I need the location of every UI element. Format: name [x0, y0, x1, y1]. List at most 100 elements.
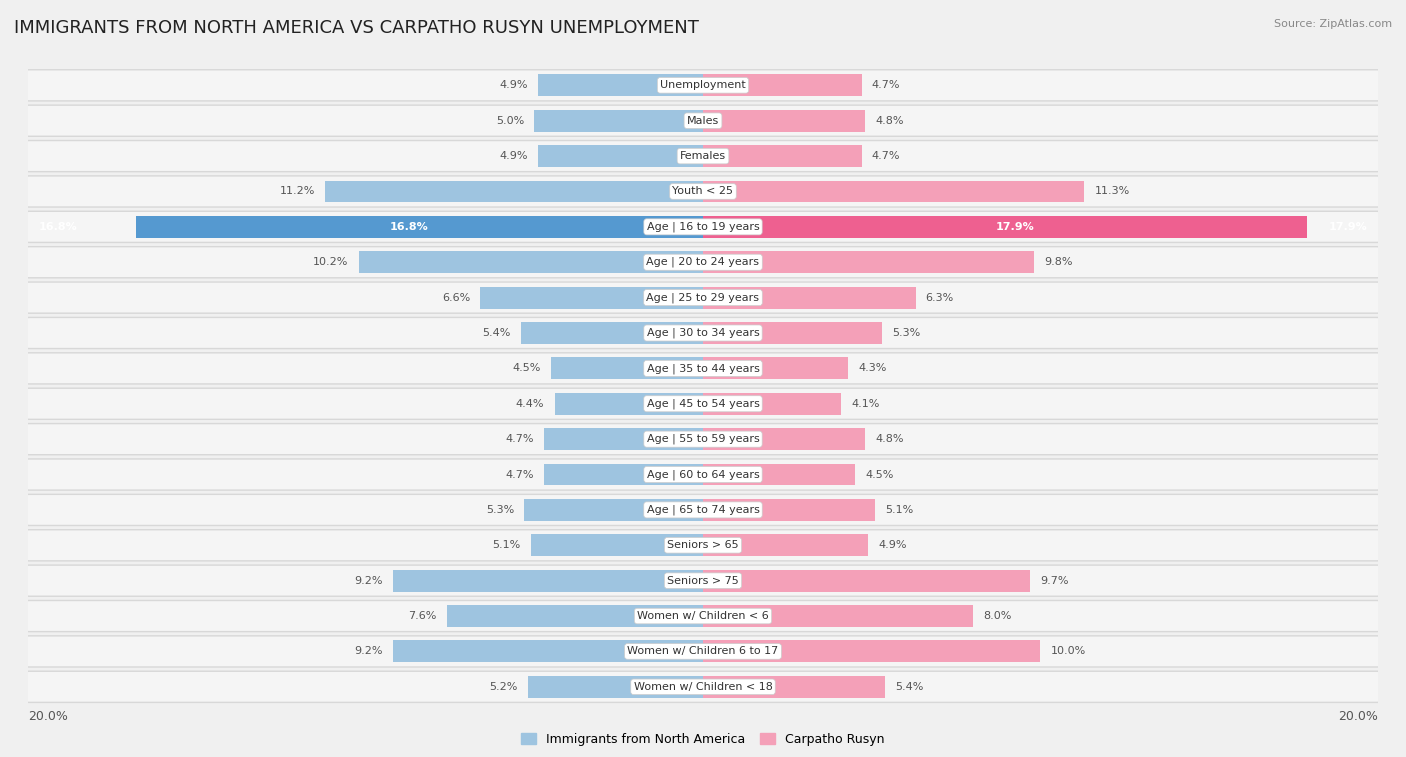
Bar	[703, 463, 855, 485]
FancyBboxPatch shape	[18, 495, 1388, 525]
Bar	[359, 251, 703, 273]
Text: 8.0%: 8.0%	[983, 611, 1011, 621]
Bar	[703, 676, 886, 698]
Text: 9.2%: 9.2%	[354, 575, 382, 586]
Legend: Immigrants from North America, Carpatho Rusyn: Immigrants from North America, Carpatho …	[516, 728, 890, 751]
FancyBboxPatch shape	[11, 494, 1395, 526]
Text: 17.9%: 17.9%	[995, 222, 1035, 232]
Text: 16.8%: 16.8%	[389, 222, 429, 232]
FancyBboxPatch shape	[11, 600, 1395, 632]
Text: Women w/ Children < 6: Women w/ Children < 6	[637, 611, 769, 621]
Bar	[392, 640, 703, 662]
FancyBboxPatch shape	[11, 282, 1395, 314]
FancyBboxPatch shape	[11, 423, 1395, 456]
Text: 4.4%: 4.4%	[516, 399, 544, 409]
Text: Age | 55 to 59 years: Age | 55 to 59 years	[647, 434, 759, 444]
Bar	[703, 499, 875, 521]
Text: 4.7%: 4.7%	[872, 151, 900, 161]
FancyBboxPatch shape	[18, 283, 1388, 313]
Text: 4.7%: 4.7%	[872, 80, 900, 90]
Bar	[703, 393, 841, 415]
Text: 9.2%: 9.2%	[354, 646, 382, 656]
FancyBboxPatch shape	[18, 354, 1388, 383]
Text: Age | 25 to 29 years: Age | 25 to 29 years	[647, 292, 759, 303]
Bar	[703, 570, 1031, 592]
Text: 11.3%: 11.3%	[1094, 186, 1129, 197]
FancyBboxPatch shape	[11, 246, 1395, 279]
Text: Age | 30 to 34 years: Age | 30 to 34 years	[647, 328, 759, 338]
FancyBboxPatch shape	[11, 140, 1395, 173]
FancyBboxPatch shape	[11, 388, 1395, 420]
FancyBboxPatch shape	[11, 210, 1395, 243]
Text: Age | 65 to 74 years: Age | 65 to 74 years	[647, 505, 759, 516]
Text: 7.6%: 7.6%	[408, 611, 436, 621]
Bar	[136, 216, 703, 238]
FancyBboxPatch shape	[11, 104, 1395, 137]
FancyBboxPatch shape	[18, 142, 1388, 171]
FancyBboxPatch shape	[18, 389, 1388, 419]
FancyBboxPatch shape	[18, 531, 1388, 560]
Bar	[537, 145, 703, 167]
Text: 11.2%: 11.2%	[280, 186, 315, 197]
FancyBboxPatch shape	[11, 529, 1395, 562]
Text: 6.6%: 6.6%	[441, 293, 470, 303]
Text: 4.7%: 4.7%	[506, 435, 534, 444]
Text: Age | 20 to 24 years: Age | 20 to 24 years	[647, 257, 759, 267]
Text: Males: Males	[688, 116, 718, 126]
Text: 5.4%: 5.4%	[896, 682, 924, 692]
Text: 16.8%: 16.8%	[38, 222, 77, 232]
Text: 5.3%: 5.3%	[486, 505, 515, 515]
FancyBboxPatch shape	[18, 459, 1388, 489]
Text: Age | 16 to 19 years: Age | 16 to 19 years	[647, 222, 759, 232]
Bar	[447, 605, 703, 627]
Bar	[703, 534, 869, 556]
Text: 9.8%: 9.8%	[1043, 257, 1073, 267]
Text: Age | 35 to 44 years: Age | 35 to 44 years	[647, 363, 759, 374]
Bar	[325, 180, 703, 202]
Bar	[551, 357, 703, 379]
Bar	[703, 110, 865, 132]
FancyBboxPatch shape	[18, 565, 1388, 596]
Text: Age | 45 to 54 years: Age | 45 to 54 years	[647, 398, 759, 409]
Bar	[703, 640, 1040, 662]
Text: 5.2%: 5.2%	[489, 682, 517, 692]
Bar	[703, 605, 973, 627]
Text: 4.8%: 4.8%	[875, 116, 904, 126]
Bar	[520, 322, 703, 344]
Text: 4.8%: 4.8%	[875, 435, 904, 444]
Text: 4.1%: 4.1%	[852, 399, 880, 409]
FancyBboxPatch shape	[18, 70, 1388, 100]
Text: 5.1%: 5.1%	[492, 540, 520, 550]
Text: 9.7%: 9.7%	[1040, 575, 1069, 586]
Text: Youth < 25: Youth < 25	[672, 186, 734, 197]
Bar	[703, 180, 1084, 202]
FancyBboxPatch shape	[18, 176, 1388, 207]
FancyBboxPatch shape	[11, 316, 1395, 349]
Text: 5.1%: 5.1%	[886, 505, 914, 515]
Text: 5.3%: 5.3%	[891, 328, 920, 338]
FancyBboxPatch shape	[18, 248, 1388, 277]
FancyBboxPatch shape	[18, 601, 1388, 631]
FancyBboxPatch shape	[18, 672, 1388, 702]
Text: Women w/ Children < 18: Women w/ Children < 18	[634, 682, 772, 692]
Bar	[481, 287, 703, 309]
Bar	[703, 216, 1308, 238]
FancyBboxPatch shape	[18, 318, 1388, 348]
Text: Unemployment: Unemployment	[661, 80, 745, 90]
Text: 4.9%: 4.9%	[499, 151, 527, 161]
FancyBboxPatch shape	[18, 637, 1388, 666]
Text: 4.9%: 4.9%	[499, 80, 527, 90]
Bar	[534, 110, 703, 132]
Text: 4.5%: 4.5%	[513, 363, 541, 373]
Text: Females: Females	[681, 151, 725, 161]
Bar	[703, 145, 862, 167]
Text: 17.9%: 17.9%	[1329, 222, 1368, 232]
Text: 20.0%: 20.0%	[28, 710, 67, 723]
Bar	[703, 357, 848, 379]
Text: Source: ZipAtlas.com: Source: ZipAtlas.com	[1274, 19, 1392, 29]
Bar	[544, 463, 703, 485]
Text: Women w/ Children 6 to 17: Women w/ Children 6 to 17	[627, 646, 779, 656]
FancyBboxPatch shape	[11, 635, 1395, 668]
Bar	[531, 534, 703, 556]
Text: 4.9%: 4.9%	[879, 540, 907, 550]
